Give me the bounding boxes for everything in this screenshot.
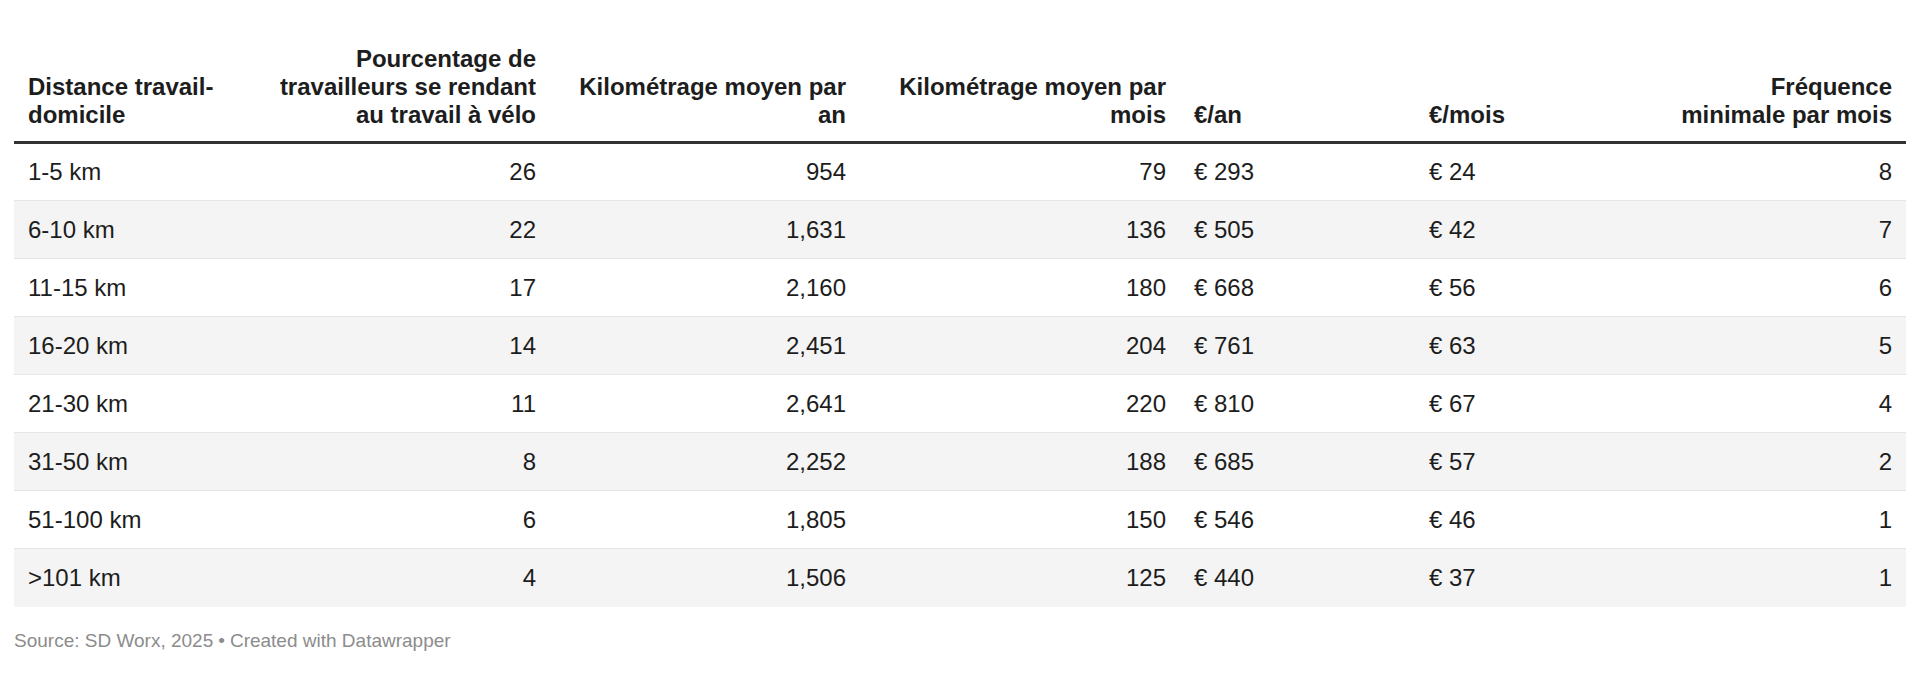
table-row: 21-30 km112,641220€ 810€ 674: [14, 375, 1906, 433]
table-row: 51-100 km61,805150€ 546€ 461: [14, 491, 1906, 549]
table-cell: 2,252: [550, 433, 860, 491]
table-cell: € 46: [1415, 491, 1665, 549]
table-cell: 6-10 km: [14, 201, 250, 259]
table-body: 1-5 km2695479€ 293€ 2486-10 km221,631136…: [14, 143, 1906, 607]
table-cell: 6: [1665, 259, 1906, 317]
table-cell: 5: [1665, 317, 1906, 375]
table-cell: 125: [860, 549, 1180, 607]
column-header-6: €/mois: [1415, 45, 1665, 143]
footer-separator: •: [218, 630, 225, 651]
column-header-7: Fréquence minimale par mois: [1665, 45, 1906, 143]
table-header-row: Distance travail-domicilePourcentage de …: [14, 45, 1906, 143]
table-cell: 8: [250, 433, 550, 491]
table-cell: 180: [860, 259, 1180, 317]
column-header-4: Kilométrage moyen par mois: [860, 45, 1180, 143]
table-cell: 2: [1665, 433, 1906, 491]
table-cell: 11: [250, 375, 550, 433]
table-cell: 1: [1665, 549, 1906, 607]
source-text: Source: SD Worx, 2025: [14, 630, 213, 651]
table-cell: 17: [250, 259, 550, 317]
table-cell: 1-5 km: [14, 143, 250, 201]
table-cell: 954: [550, 143, 860, 201]
table-cell: 2,160: [550, 259, 860, 317]
table-cell: 1: [1665, 491, 1906, 549]
column-header-3: Kilométrage moyen par an: [550, 45, 860, 143]
datawrapper-attribution-link[interactable]: Created with Datawrapper: [230, 630, 451, 651]
table-cell: 1,506: [550, 549, 860, 607]
table-cell: 7: [1665, 201, 1906, 259]
table-cell: € 810: [1180, 375, 1415, 433]
table-cell: 1,805: [550, 491, 860, 549]
table-cell: 51-100 km: [14, 491, 250, 549]
table-cell: € 546: [1180, 491, 1415, 549]
column-header-1: Distance travail-domicile: [14, 45, 250, 143]
table-cell: € 761: [1180, 317, 1415, 375]
table-cell: € 293: [1180, 143, 1415, 201]
table-cell: >101 km: [14, 549, 250, 607]
table-cell: € 505: [1180, 201, 1415, 259]
table-cell: € 42: [1415, 201, 1665, 259]
table-cell: 79: [860, 143, 1180, 201]
table-cell: 220: [860, 375, 1180, 433]
table-cell: € 67: [1415, 375, 1665, 433]
table-cell: € 440: [1180, 549, 1415, 607]
table-cell: € 57: [1415, 433, 1665, 491]
table-cell: 188: [860, 433, 1180, 491]
column-header-2: Pourcentage de travailleurs se rendant a…: [250, 45, 550, 143]
table-cell: 150: [860, 491, 1180, 549]
table-cell: 204: [860, 317, 1180, 375]
table-cell: € 56: [1415, 259, 1665, 317]
table-row: 11-15 km172,160180€ 668€ 566: [14, 259, 1906, 317]
table-cell: 4: [250, 549, 550, 607]
table-cell: 1,631: [550, 201, 860, 259]
table-cell: 22: [250, 201, 550, 259]
table-cell: 21-30 km: [14, 375, 250, 433]
table-row: 16-20 km142,451204€ 761€ 635: [14, 317, 1906, 375]
table-cell: 4: [1665, 375, 1906, 433]
table-cell: € 668: [1180, 259, 1415, 317]
table-row: 1-5 km2695479€ 293€ 248: [14, 143, 1906, 201]
table-cell: 31-50 km: [14, 433, 250, 491]
table-cell: 136: [860, 201, 1180, 259]
table-cell: € 63: [1415, 317, 1665, 375]
table-cell: € 37: [1415, 549, 1665, 607]
table-cell: 8: [1665, 143, 1906, 201]
table-cell: 14: [250, 317, 550, 375]
table-row: 6-10 km221,631136€ 505€ 427: [14, 201, 1906, 259]
table-cell: 2,451: [550, 317, 860, 375]
table-cell: 16-20 km: [14, 317, 250, 375]
table-cell: 6: [250, 491, 550, 549]
table-cell: 11-15 km: [14, 259, 250, 317]
column-header-5: €/an: [1180, 45, 1415, 143]
table-cell: € 685: [1180, 433, 1415, 491]
table-row: >101 km41,506125€ 440€ 371: [14, 549, 1906, 607]
table-container: Distance travail-domicilePourcentage de …: [0, 0, 1920, 607]
table-cell: € 24: [1415, 143, 1665, 201]
table-row: 31-50 km82,252188€ 685€ 572: [14, 433, 1906, 491]
table-cell: 2,641: [550, 375, 860, 433]
table-cell: 26: [250, 143, 550, 201]
table-footer: Source: SD Worx, 2025•Created with Dataw…: [14, 629, 1920, 652]
table-header: Distance travail-domicilePourcentage de …: [14, 45, 1906, 143]
commute-bike-table: Distance travail-domicilePourcentage de …: [14, 45, 1906, 607]
